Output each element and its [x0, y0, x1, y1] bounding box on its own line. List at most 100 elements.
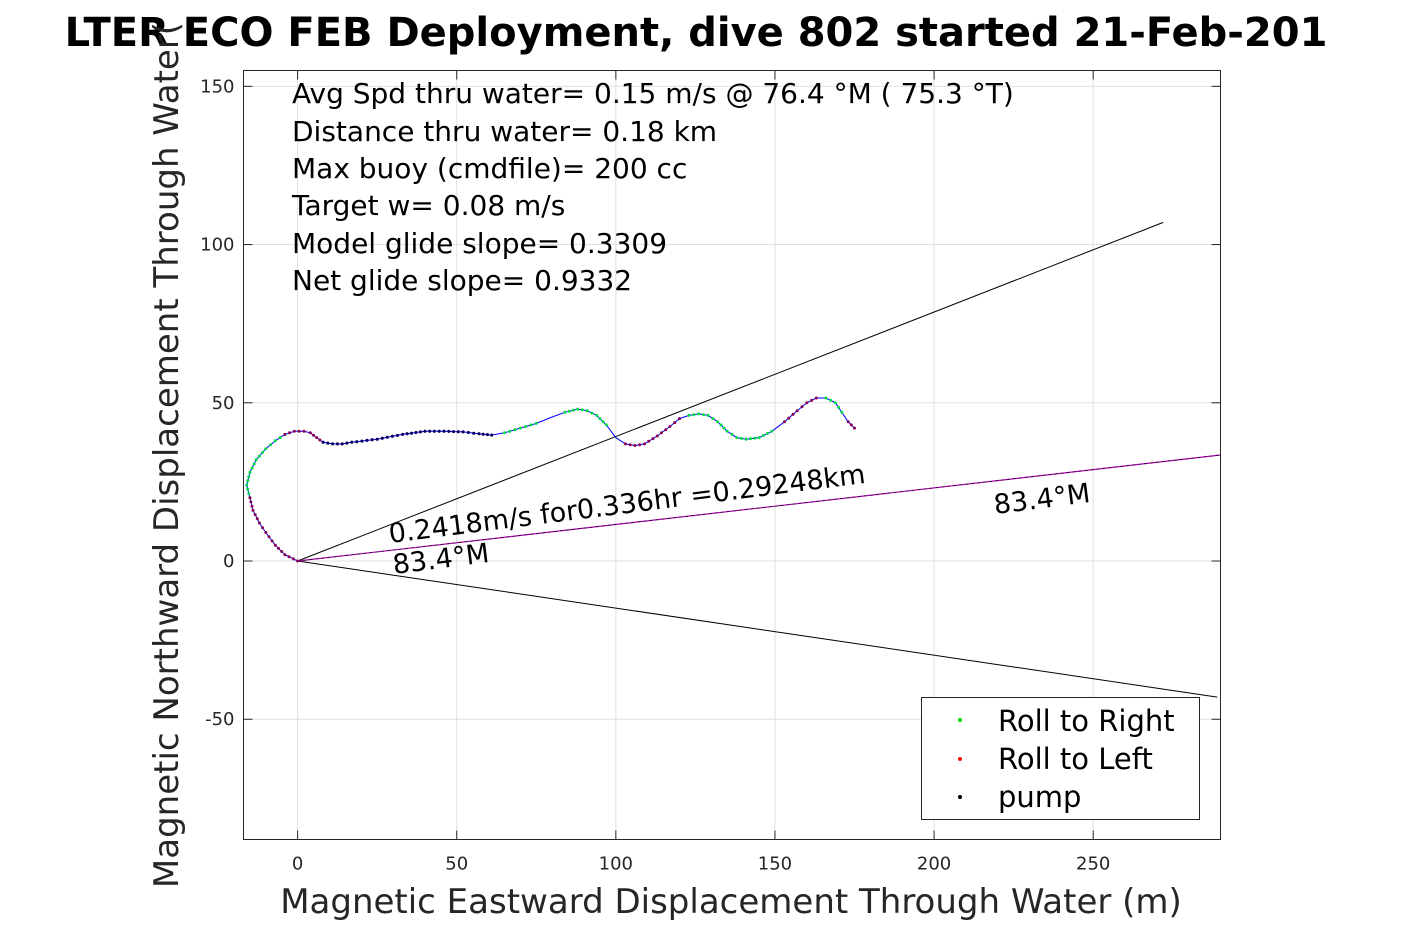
point-roll-to-right [273, 439, 277, 443]
point-roll-to-right [595, 413, 599, 417]
info-line-distance: Distance thru water= 0.18 km [292, 115, 717, 148]
point-roll-to-left [846, 420, 850, 424]
point-roll-to-left [283, 432, 287, 436]
point-roll-to-right [692, 413, 696, 417]
point-roll-to-right [503, 431, 506, 435]
point-roll-to-left [315, 436, 319, 440]
y-tick-label: 50 [212, 393, 235, 414]
point-pump [340, 442, 344, 446]
point-roll-to-left [628, 443, 632, 447]
point-roll-to-right [246, 487, 250, 491]
y-axis-label: Magnetic Northward Displacement Through … [147, 22, 187, 888]
point-roll-to-left [791, 412, 795, 416]
current-line-dash [297, 454, 1221, 562]
point-roll-to-left [291, 557, 295, 561]
point-roll-to-right [716, 420, 720, 424]
info-line-model-glide: Model glide slope= 0.3309 [292, 227, 667, 260]
point-roll-to-right [247, 492, 251, 495]
point-roll-to-left [296, 559, 300, 563]
point-roll-to-right [269, 443, 273, 447]
plot-frame [243, 70, 1221, 840]
point-roll-to-left [623, 442, 627, 446]
track-line [246, 397, 855, 562]
point-roll-to-right [524, 425, 528, 428]
x-tick-label: 100 [599, 854, 633, 875]
point-roll-to-right [518, 426, 522, 430]
chart-title: LTER ECO FEB Deployment, dive 802 starte… [65, 10, 1328, 56]
info-line-max-buoy: Max buoy (cmdfile)= 200 cc [292, 152, 687, 185]
point-roll-to-right [261, 450, 265, 454]
point-pump [370, 438, 374, 442]
point-roll-to-right [513, 428, 517, 432]
point-pump [380, 436, 384, 440]
point-pump [375, 437, 379, 441]
point-pump [360, 439, 364, 443]
point-roll-to-left [249, 500, 253, 504]
point-roll-to-right [567, 409, 571, 413]
legend-box [921, 697, 1200, 820]
point-roll-to-left [312, 433, 315, 437]
point-pump [365, 438, 369, 442]
reference-lines [297, 221, 1221, 698]
ticks: 0 50 100 150 200 250 -50 0 50 100 150 [200, 70, 1221, 875]
y-tick-label: 100 [200, 235, 234, 256]
point-roll-to-left [261, 526, 265, 530]
point-roll-to-left [273, 543, 277, 547]
point-roll-to-right [837, 406, 841, 409]
x-axis-label: Magnetic Eastward Displacement Through W… [280, 882, 1182, 922]
point-roll-to-right [585, 409, 589, 413]
point-pump [331, 442, 335, 446]
point-pump [447, 429, 451, 433]
info-block: Avg Spd thru water= 0.15 m/s @ 76.4 °M (… [291, 77, 1014, 297]
x-tick-label: 250 [1076, 854, 1110, 875]
point-pump [345, 441, 349, 445]
point-roll-to-right [761, 434, 765, 437]
point-roll-to-right [719, 423, 723, 427]
point-pump [477, 432, 481, 436]
point-roll-to-left [651, 437, 655, 441]
point-pump [350, 440, 354, 444]
point-roll-to-right [706, 413, 710, 417]
x-tick-label: 200 [917, 854, 951, 875]
point-roll-to-right [252, 462, 256, 466]
point-roll-to-left [633, 444, 637, 447]
point-roll-to-right [254, 458, 258, 462]
legend-marker-pump [958, 795, 962, 799]
point-roll-to-right [508, 429, 512, 433]
point-pump [396, 433, 399, 437]
point-pump [442, 429, 446, 433]
point-roll-to-right [833, 401, 837, 405]
point-roll-to-right [571, 408, 575, 412]
y-tick-label: 0 [223, 551, 234, 572]
grid [243, 70, 1221, 840]
point-roll-to-left [267, 535, 271, 539]
point-roll-to-left [318, 438, 322, 442]
point-roll-to-right [264, 447, 268, 451]
point-roll-to-left [255, 517, 259, 521]
glider-track [246, 397, 855, 562]
point-pump [481, 432, 485, 436]
point-roll-to-left [292, 429, 296, 433]
y-tick-label: -50 [205, 709, 234, 730]
point-roll-to-right [604, 423, 608, 427]
point-roll-to-left [264, 531, 268, 534]
x-tick-label: 0 [292, 854, 303, 875]
point-roll-to-right [701, 413, 705, 417]
point-roll-to-left [805, 401, 809, 405]
point-roll-to-left [251, 508, 255, 512]
y-tick-label: 150 [200, 76, 234, 97]
point-pump [432, 429, 436, 433]
point-pump [486, 433, 489, 437]
point-pump [428, 429, 432, 433]
point-roll-to-left [795, 409, 799, 413]
point-roll-to-left [814, 396, 818, 400]
legend-label-pump: pump [998, 780, 1081, 814]
point-roll-to-left [638, 443, 642, 447]
point-roll-to-right [829, 398, 833, 402]
x-tick-label: 150 [758, 854, 792, 875]
point-roll-to-left [660, 431, 663, 435]
point-roll-to-right [250, 466, 254, 470]
info-line-avg-speed: Avg Spd thru water= 0.15 m/s @ 76.4 °M (… [292, 77, 1014, 110]
point-pump [385, 435, 389, 439]
point-roll-to-right [744, 437, 748, 441]
